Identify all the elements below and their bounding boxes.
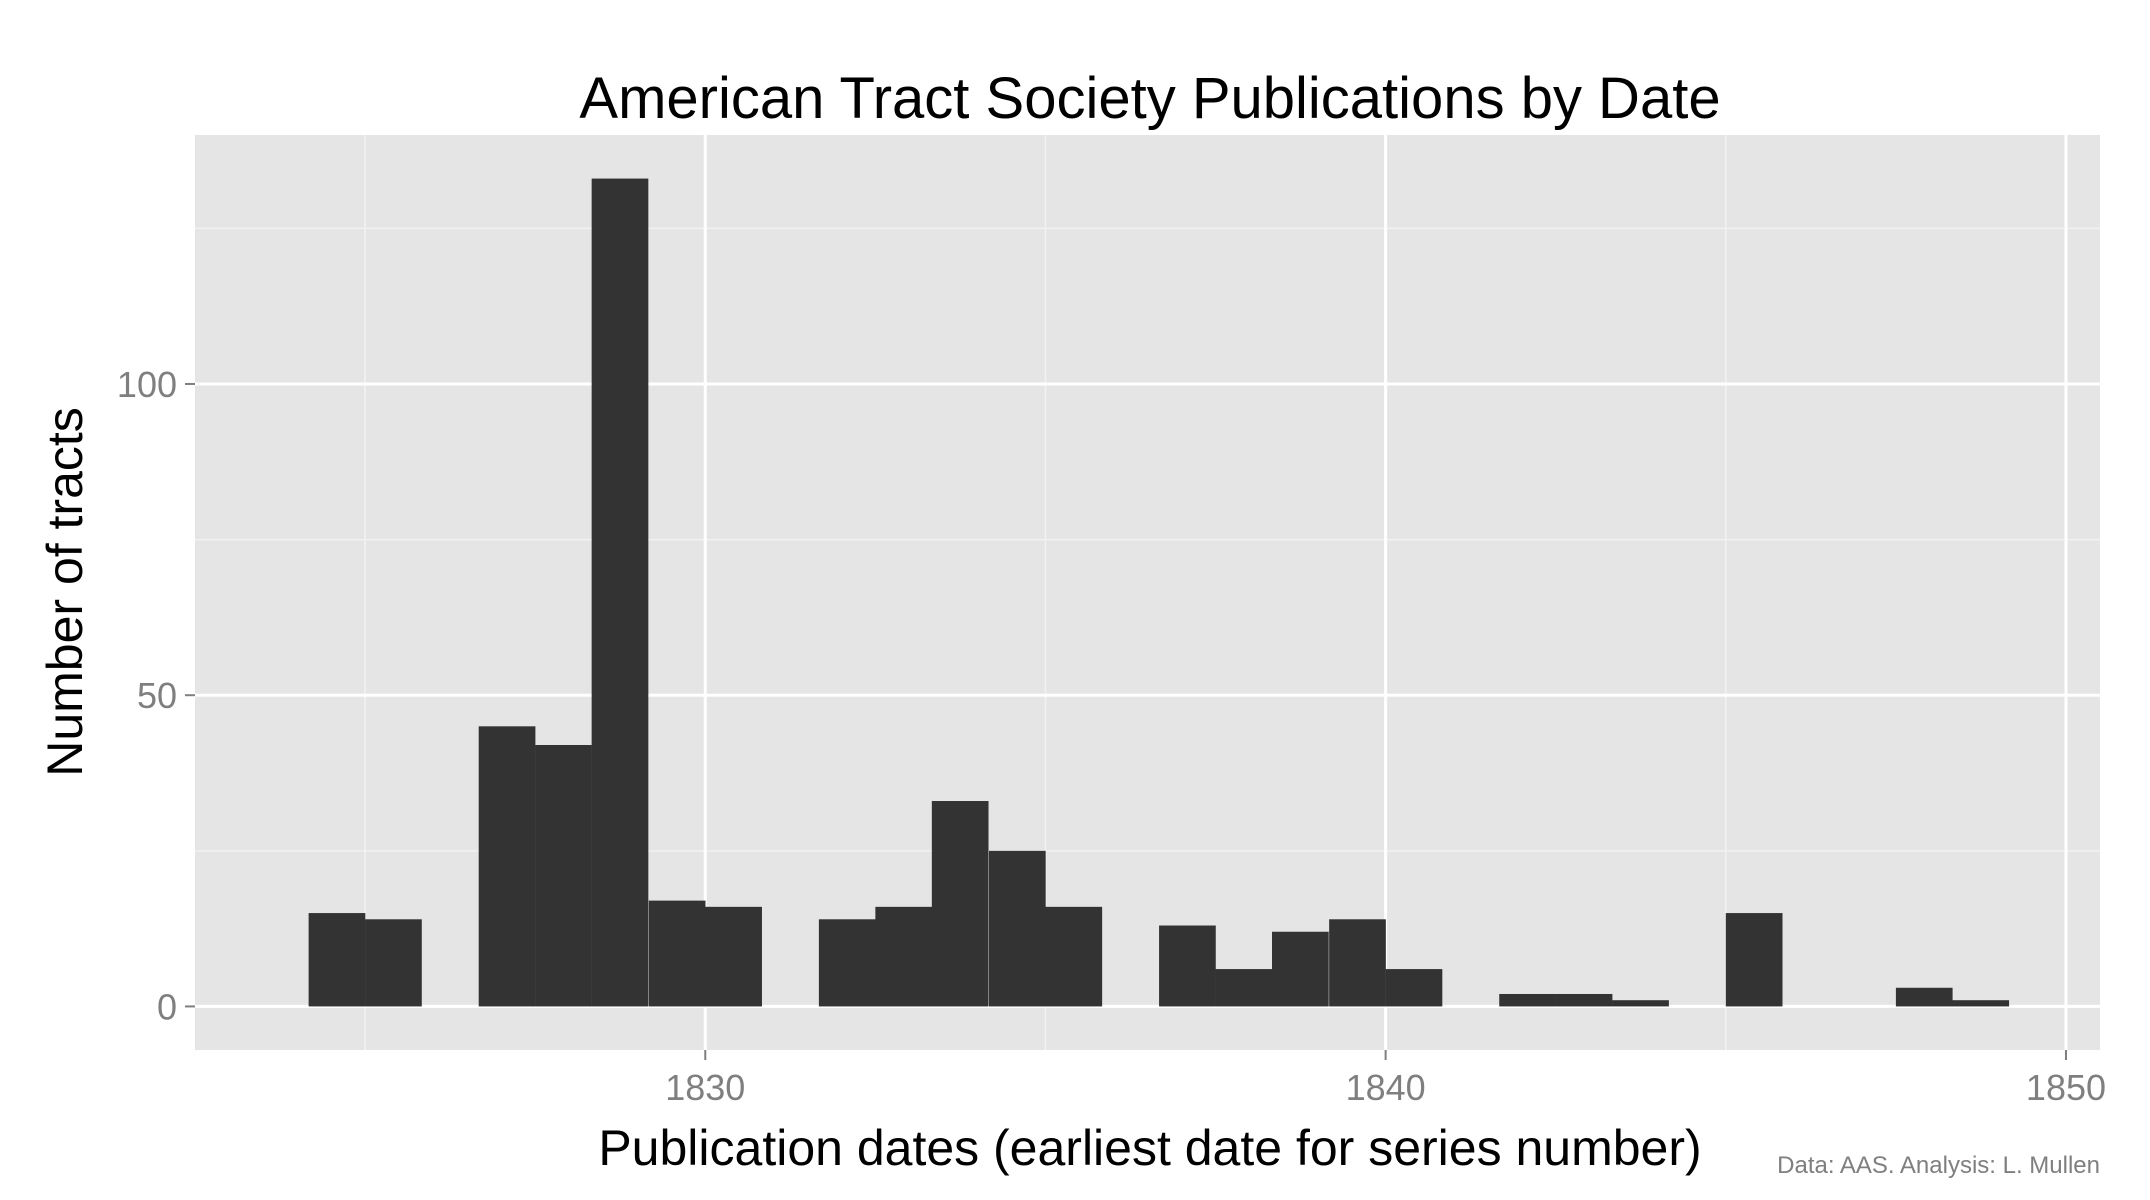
- histogram-bar: [1895, 987, 1953, 1007]
- histogram-bar: [1329, 919, 1386, 1007]
- x-tick-label: 1840: [1346, 1067, 1426, 1108]
- histogram-bar: [478, 726, 536, 1007]
- x-tick-label: 1830: [665, 1067, 745, 1108]
- histogram-bar: [365, 919, 422, 1007]
- histogram-bar: [1725, 913, 1783, 1007]
- histogram-bar: [308, 913, 366, 1007]
- y-tick-label: 100: [117, 364, 177, 405]
- histogram-bar: [931, 801, 989, 1007]
- histogram-bar: [1612, 1000, 1669, 1007]
- histogram-bar: [1385, 969, 1443, 1007]
- histogram-bar: [648, 900, 706, 1007]
- histogram-bar: [1045, 906, 1103, 1007]
- histogram-bar: [591, 178, 649, 1007]
- histogram-bar: [1952, 1000, 2010, 1007]
- histogram-bar: [1499, 993, 1556, 1007]
- tick-labels: 1830 1840 1850 0 50 100: [117, 364, 2106, 1108]
- x-tick-label: 1850: [2026, 1067, 2106, 1108]
- y-tick-label: 50: [137, 675, 177, 716]
- axis-ticks: [185, 382, 2067, 1060]
- y-axis-title: Number of tracts: [37, 407, 93, 777]
- histogram-bar: [1159, 925, 1216, 1007]
- bars-group: [308, 178, 2010, 1007]
- histogram-bar: [1272, 931, 1329, 1007]
- y-tick-label: 0: [157, 986, 177, 1027]
- data-credit-caption: Data: AAS. Analysis: L. Mullen: [1777, 1152, 2100, 1179]
- grid-major-lines: [195, 135, 2100, 1050]
- histogram-bar: [1555, 993, 1613, 1007]
- histogram-bar: [875, 906, 933, 1007]
- histogram-bar: [535, 745, 592, 1007]
- histogram-bar: [988, 850, 1046, 1007]
- histogram-bar: [705, 906, 762, 1007]
- histogram-bar: [818, 919, 876, 1007]
- histogram-bar: [1215, 969, 1273, 1007]
- chart-title: American Tract Society Publications by D…: [579, 66, 1720, 131]
- x-axis-title: Publication dates (earliest date for ser…: [598, 1120, 1701, 1176]
